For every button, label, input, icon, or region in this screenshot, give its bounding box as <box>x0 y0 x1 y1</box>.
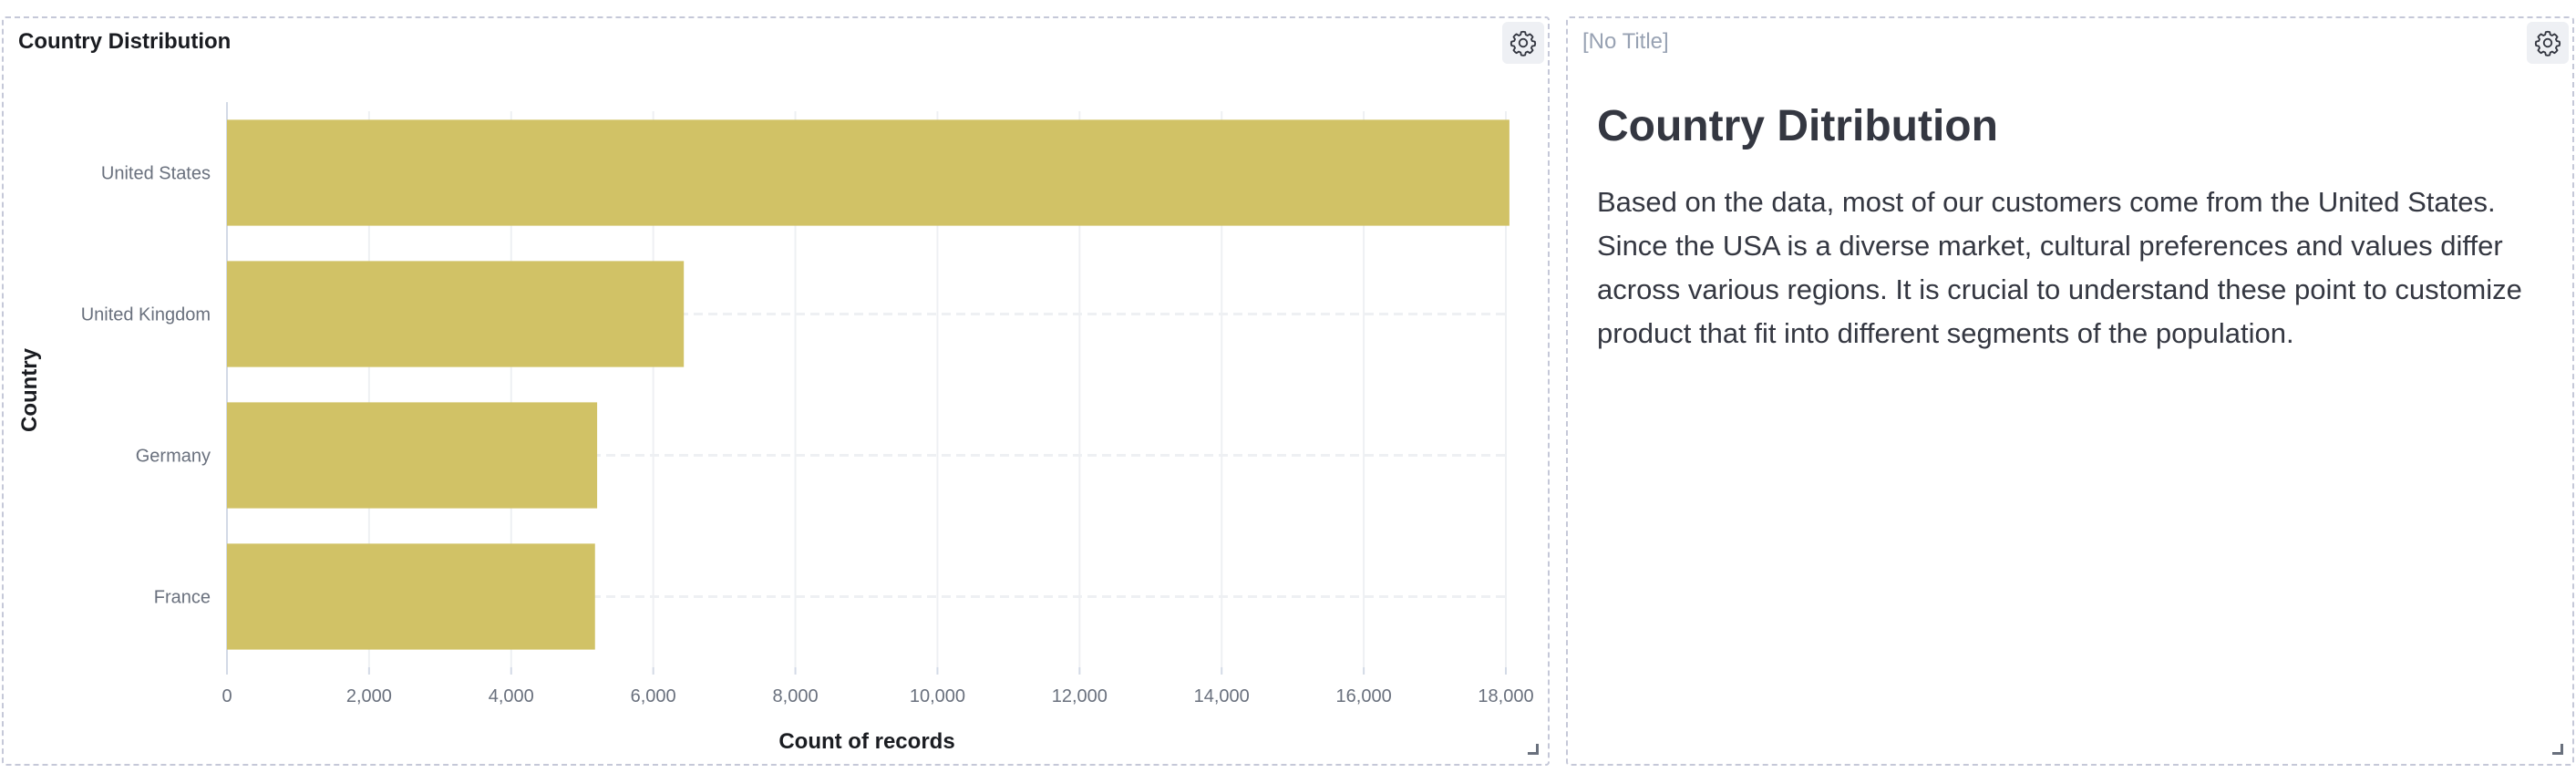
category-label: United Kingdom <box>81 305 211 325</box>
x-tick-label: 10,000 <box>910 686 965 706</box>
markdown-heading: Country Ditribution <box>1597 102 1998 150</box>
bar-united-kingdom[interactable] <box>227 261 685 367</box>
x-tick-label: 16,000 <box>1336 686 1392 706</box>
markdown-content: Country Ditribution Based on the data, m… <box>1597 100 2536 356</box>
panel-settings-button[interactable] <box>1502 22 1544 64</box>
x-tick-label: 8,000 <box>773 686 819 706</box>
bar-germany[interactable] <box>227 402 598 509</box>
category-label: Germany <box>136 447 211 467</box>
category-label: United States <box>101 164 211 184</box>
x-tick-label: 14,000 <box>1194 686 1250 706</box>
panel-title: Country Distribution <box>18 29 232 54</box>
chart-bars <box>227 119 1510 650</box>
category-label: France <box>154 588 211 608</box>
chart-panel: Country Distribution United States United… <box>2 16 1550 766</box>
markdown-panel: [No Title] Country Ditribution Based on … <box>1566 16 2574 766</box>
bar-united-states[interactable] <box>227 119 1510 226</box>
x-tick-labels: 0 2,000 4,000 6,000 8,000 10,000 12,000 14,000 1… <box>222 667 1534 706</box>
panel-settings-button[interactable] <box>2527 22 2569 64</box>
x-tick-label: 4,000 <box>489 686 534 706</box>
y-axis-title: Country <box>17 347 42 432</box>
x-tick-label: 2,000 <box>346 686 392 706</box>
gear-icon <box>1510 30 1537 57</box>
x-tick-label: 18,000 <box>1478 686 1533 706</box>
bar-chart: United States United Kingdom Germany France… <box>17 102 1534 754</box>
panel-title: [No Title] <box>1582 29 1669 54</box>
x-axis-title: Count of records <box>778 729 954 754</box>
resize-handle-icon[interactable] <box>1528 744 1539 755</box>
gear-icon <box>2534 30 2561 57</box>
x-tick-label: 6,000 <box>631 686 676 706</box>
resize-handle-icon[interactable] <box>2552 744 2563 755</box>
markdown-paragraph: Based on the data, most of our customers… <box>1597 185 2522 349</box>
x-tick-label: 12,000 <box>1052 686 1108 706</box>
bar-france[interactable] <box>227 543 595 650</box>
category-labels: United States United Kingdom Germany France <box>81 164 211 608</box>
x-tick-label: 0 <box>222 686 232 706</box>
